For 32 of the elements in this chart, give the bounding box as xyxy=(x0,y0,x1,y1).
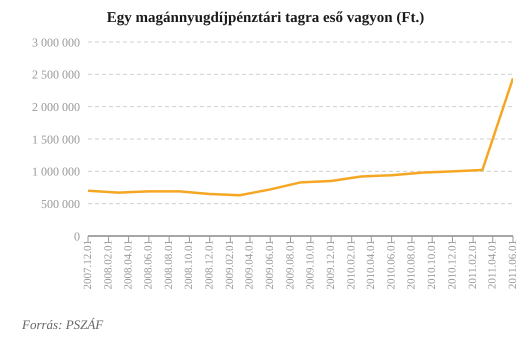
y-tick-label: 1 500 000 xyxy=(32,132,80,146)
y-tick-label: 2 000 000 xyxy=(32,100,80,114)
y-tick-label: 0 xyxy=(74,229,80,244)
x-tick-label: 2010.12.01 xyxy=(446,240,458,290)
x-tick-label: 2010.08.01 xyxy=(406,240,418,290)
chart-title: Egy magánnyugdíjpénztári tagra eső vagyon (Ft.) xyxy=(106,10,426,27)
line-series xyxy=(88,76,513,197)
x-tick-label: 2011.02.01 xyxy=(466,240,479,290)
x-tick-label: 2009.06.01 xyxy=(264,240,276,290)
x-tick-label: 2008.08.01 xyxy=(162,240,175,290)
x-tick-label: 2011.06.01 xyxy=(506,240,519,290)
x-tick-label: 2009.12.01 xyxy=(324,240,337,290)
x-tick-label: 2008.04.01 xyxy=(122,240,134,290)
x-tick-label: 2009.02.01 xyxy=(224,240,236,290)
x-tick-label: 2009.04.01 xyxy=(244,240,256,290)
x-tick-label: 2010.06.01 xyxy=(385,240,398,290)
x-tick-label: 2008.12.01 xyxy=(204,240,216,290)
text: Forrás: PSZÁF xyxy=(22,317,104,333)
x-tick-label: 2007.12.01 xyxy=(82,240,94,290)
x-tick-label: 2008.06.01 xyxy=(142,240,155,290)
x-tick-label: 2011.04.01 xyxy=(486,240,499,290)
x-tick-label: 2008.02.01 xyxy=(102,240,114,290)
x-tick-label: 2009.08.01 xyxy=(284,240,296,290)
x-tick-label: 2008.10.01 xyxy=(183,240,196,290)
x-tick-label: 2010.04.01 xyxy=(365,240,378,290)
y-tick-label: 2 500 000 xyxy=(32,68,80,82)
x-tick-label: 2009.10.01 xyxy=(304,240,317,290)
x-tick-label: 2010.02.01 xyxy=(346,240,358,290)
y-tick-label: 3 000 000 xyxy=(32,35,80,50)
y-tick-label: 1 000 000 xyxy=(32,164,80,179)
y-tick-label: 500 000 xyxy=(41,196,80,211)
x-tick-label: 2010.10.01 xyxy=(426,240,438,290)
